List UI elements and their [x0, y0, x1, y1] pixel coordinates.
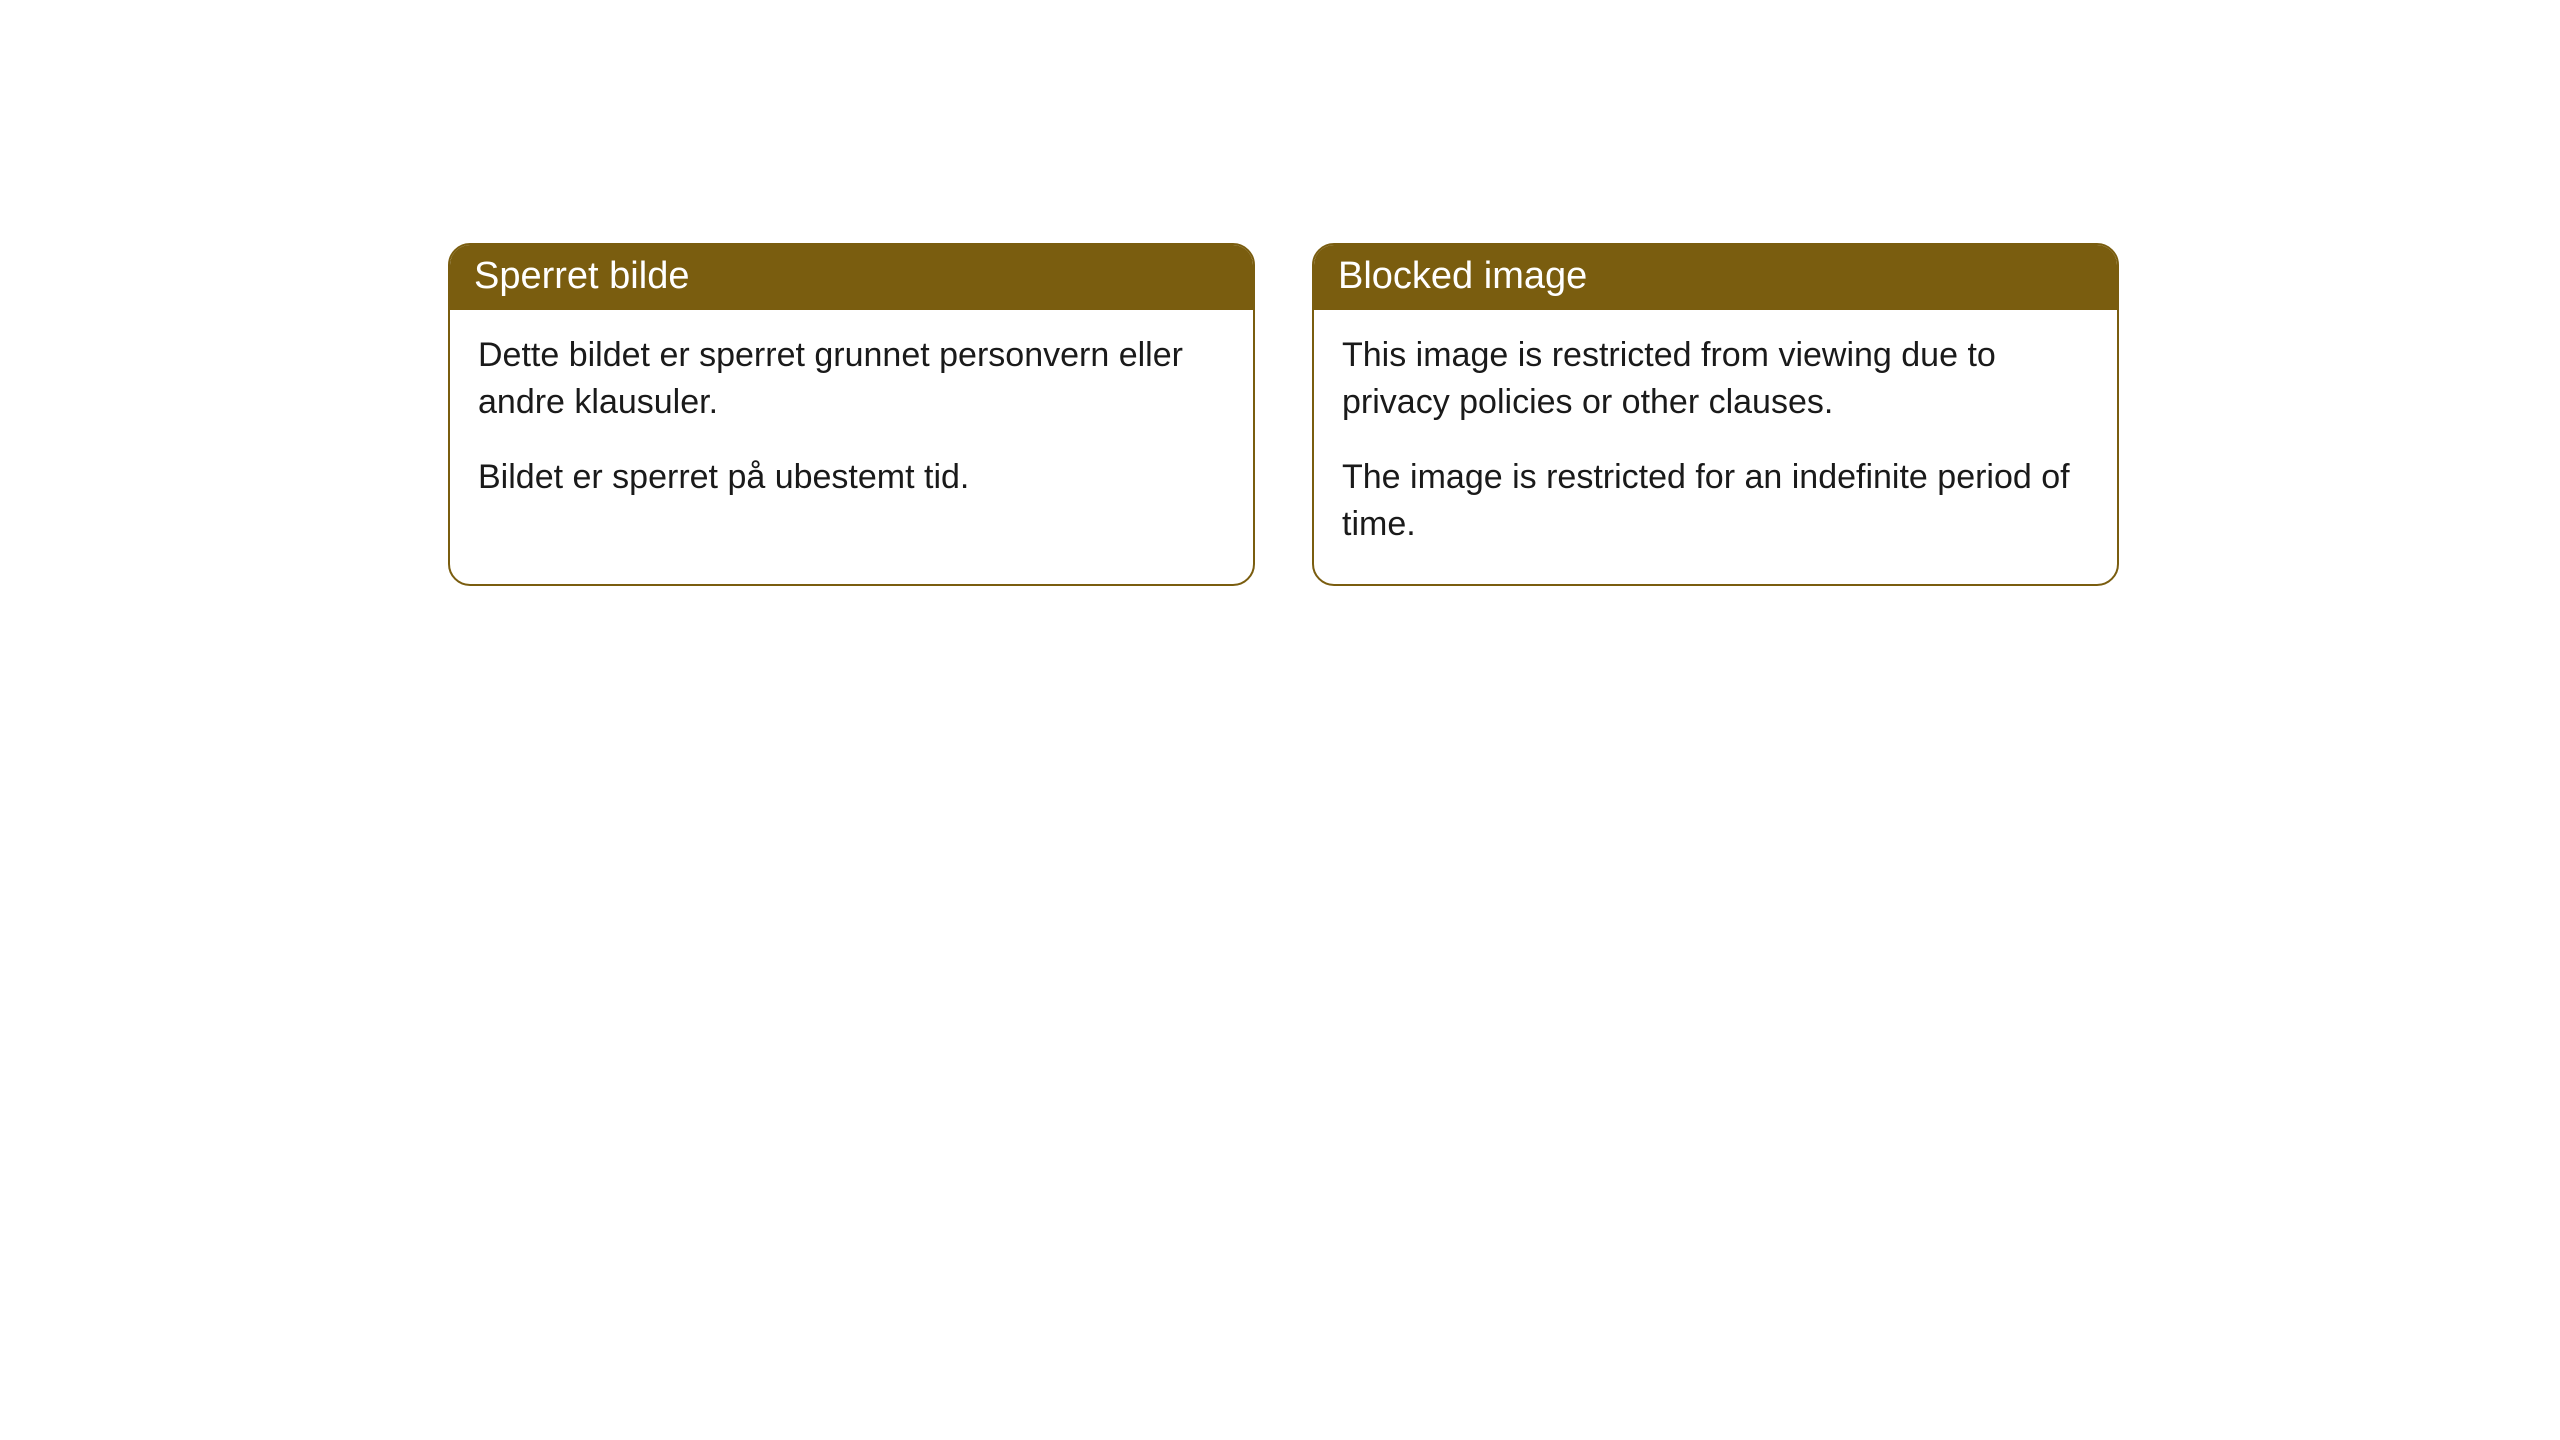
card-paragraph-1-en: This image is restricted from viewing du…: [1342, 332, 2089, 426]
card-paragraph-2-no: Bildet er sperret på ubestemt tid.: [478, 454, 1225, 501]
card-body-en: This image is restricted from viewing du…: [1314, 310, 2117, 584]
card-body-no: Dette bildet er sperret grunnet personve…: [450, 310, 1253, 537]
card-paragraph-2-en: The image is restricted for an indefinit…: [1342, 454, 2089, 548]
notice-container: Sperret bilde Dette bildet er sperret gr…: [0, 0, 2560, 586]
card-header-en: Blocked image: [1314, 245, 2117, 310]
card-paragraph-1-no: Dette bildet er sperret grunnet personve…: [478, 332, 1225, 426]
blocked-image-card-no: Sperret bilde Dette bildet er sperret gr…: [448, 243, 1255, 586]
card-header-no: Sperret bilde: [450, 245, 1253, 310]
blocked-image-card-en: Blocked image This image is restricted f…: [1312, 243, 2119, 586]
